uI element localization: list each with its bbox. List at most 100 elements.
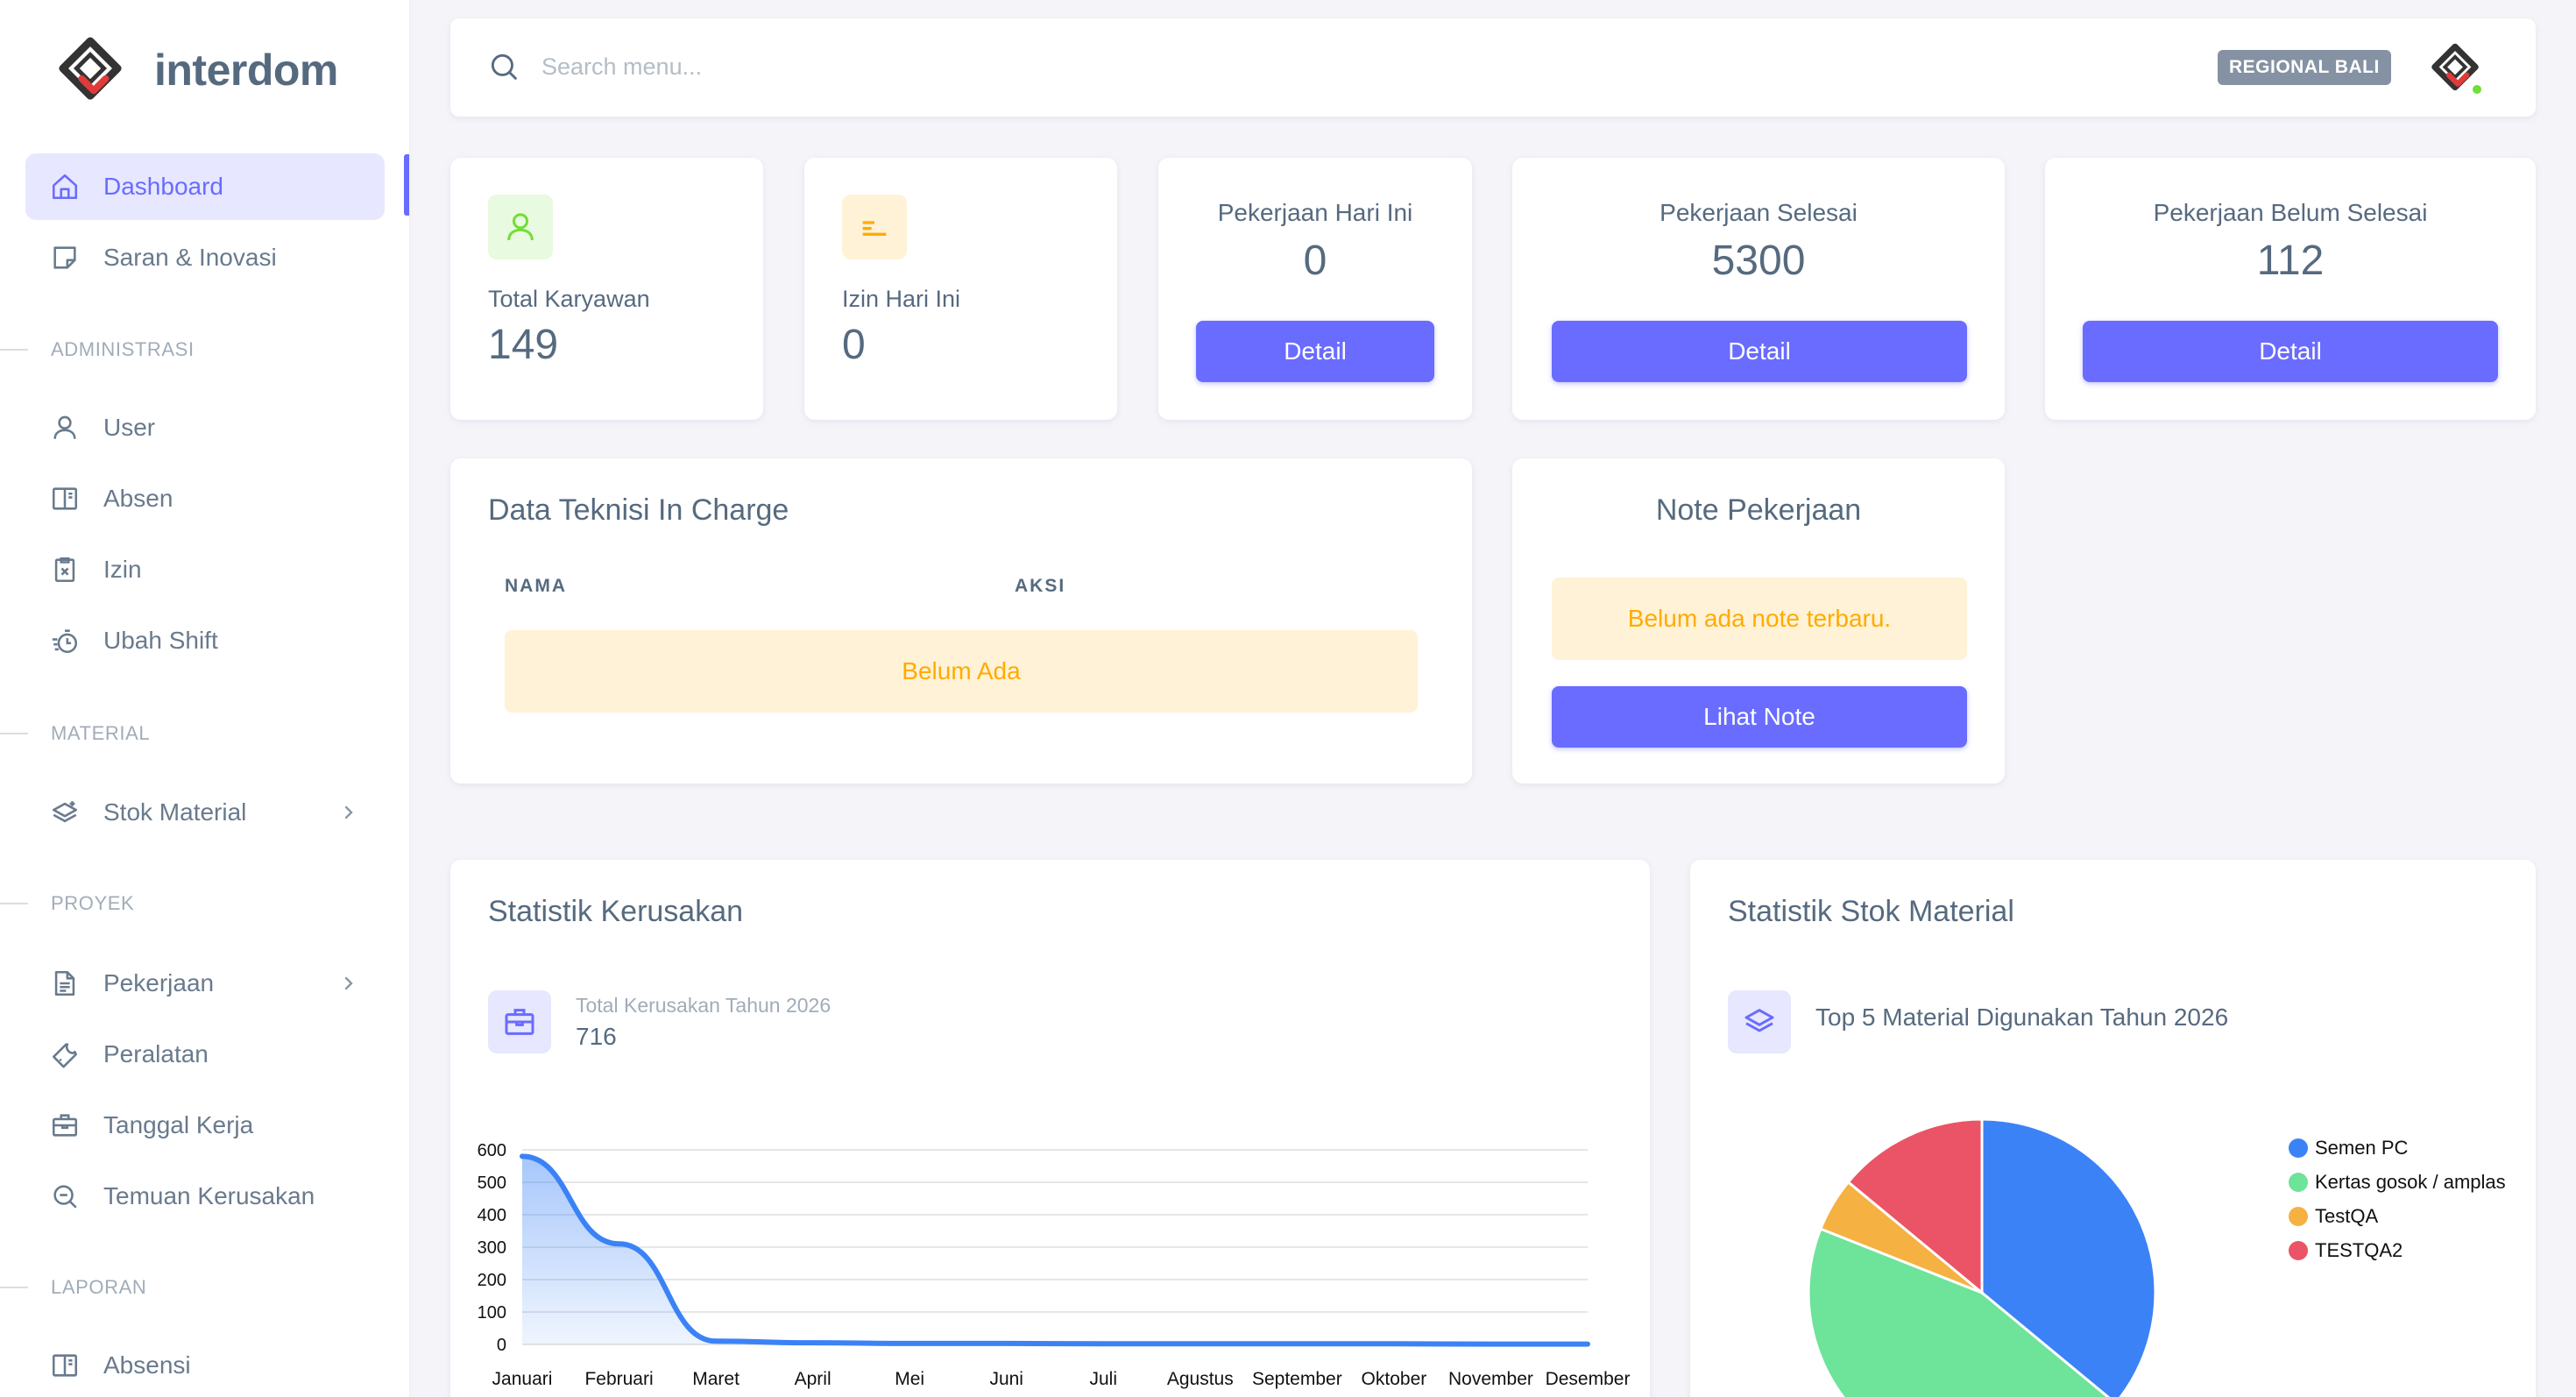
top-navbar: REGIONAL BALI — [450, 18, 2536, 117]
legend-item[interactable]: TestQA — [2289, 1199, 2506, 1233]
card-title: Note Pekerjaan — [1655, 493, 1862, 527]
legend-dot — [2289, 1206, 2308, 1226]
sidebar-item-label: Temuan Kerusakan — [103, 1182, 315, 1209]
sidebar-item-label: Absensi — [103, 1351, 191, 1379]
sidebar-item-label: Peralatan — [103, 1040, 209, 1067]
stopwatch-icon — [49, 625, 81, 656]
search-input[interactable] — [541, 45, 857, 89]
sidebar-item-label: User — [103, 414, 156, 441]
sidebar-item-absen[interactable]: Absen — [25, 465, 385, 532]
sidebar-item-peralatan[interactable]: Peralatan — [25, 1021, 385, 1088]
legend-item[interactable]: Semen PC — [2289, 1131, 2506, 1165]
chevron-right-icon — [344, 805, 353, 819]
job-card-value: 0 — [1303, 238, 1327, 284]
legend-dot — [2289, 1172, 2308, 1192]
file-icon — [49, 968, 81, 999]
briefcase-icon — [49, 1110, 81, 1141]
lihat-note-button[interactable]: Lihat Note — [1552, 686, 1967, 748]
sidebar-collapse-handle[interactable] — [404, 154, 409, 216]
user-icon — [49, 412, 81, 443]
sidebar-item-label: Izin — [103, 556, 142, 583]
card-title: Statistik Kerusakan — [488, 895, 744, 928]
region-badge: REGIONAL BALI — [2218, 50, 2391, 85]
card-statistik-kerusakan: Statistik Kerusakan Total Kerusakan Tahu… — [450, 860, 1650, 1397]
sidebar-item-label: Saran & Inovasi — [103, 244, 277, 271]
legend-item[interactable]: Kertas gosok / amplas — [2289, 1165, 2506, 1199]
wrench-icon — [49, 1039, 81, 1070]
note-icon — [49, 242, 81, 273]
book-icon — [49, 483, 81, 514]
sidebar-item-label: Dashboard — [103, 173, 223, 200]
search-icon[interactable] — [487, 50, 520, 83]
sidebar-item-stok-material[interactable]: Stok Material — [25, 779, 385, 846]
brand-name: interdom — [154, 46, 338, 95]
brand[interactable]: interdom — [56, 35, 338, 105]
detail-button[interactable]: Detail — [1552, 321, 1967, 382]
briefcase-icon — [488, 990, 551, 1053]
book-icon — [49, 1350, 81, 1381]
stat-label: Total Karyawan — [488, 286, 650, 312]
job-card-value: 112 — [2256, 238, 2325, 284]
layers-icon — [1728, 990, 1791, 1053]
brand-logo-icon — [59, 37, 122, 100]
sidebar-item-pekerjaan[interactable]: Pekerjaan — [25, 950, 385, 1017]
card-pekerjaan-hari-ini: Pekerjaan Hari Ini 0 Detail — [1158, 158, 1472, 420]
card-total-karyawan: Total Karyawan 149 — [450, 158, 763, 420]
card-izin-hari-ini: Izin Hari Ini 0 — [804, 158, 1117, 420]
sidebar-item-user[interactable]: User — [25, 394, 385, 461]
sidebar-item-label: Absen — [103, 485, 173, 512]
menu-header-proyek: PROYEK — [0, 890, 134, 917]
list-icon — [842, 195, 907, 259]
sidebar-item-label: Tanggal Kerja — [103, 1111, 254, 1138]
avatar-logo-icon — [2431, 43, 2479, 91]
search-icon — [49, 1181, 81, 1212]
clipboard-x-icon — [49, 554, 81, 585]
detail-button[interactable]: Detail — [1196, 321, 1434, 382]
job-card-title: Pekerjaan Hari Ini — [1217, 199, 1413, 226]
chart-total: 716 — [576, 1023, 617, 1050]
legend-dot — [2289, 1240, 2308, 1260]
chevron-right-icon — [344, 976, 353, 990]
detail-button[interactable]: Detail — [2083, 321, 2498, 382]
chart-subtitle: Total Kerusakan Tahun 2026 — [576, 994, 832, 1017]
avatar[interactable] — [2428, 41, 2484, 96]
stat-value: 0 — [842, 322, 866, 368]
sidebar-item-label: Ubah Shift — [103, 627, 218, 654]
card-statistik-stok: Statistik Stok Material Top 5 Material D… — [1690, 860, 2536, 1397]
job-card-value: 5300 — [1711, 238, 1806, 284]
sidebar-item-temuan-kerusakan[interactable]: Temuan Kerusakan — [25, 1163, 385, 1230]
stat-value: 149 — [488, 322, 559, 368]
user-icon — [488, 195, 553, 259]
card-title: Data Teknisi In Charge — [488, 493, 789, 527]
menu-header-laporan: LAPORAN — [0, 1274, 146, 1301]
card-title: Statistik Stok Material — [1728, 895, 2014, 928]
home-icon — [49, 171, 81, 202]
menu-header-material: MATERIAL — [0, 720, 150, 747]
sidebar-item-izin[interactable]: Izin — [25, 536, 385, 603]
menu-header-administrasi: ADMINISTRASI — [0, 337, 195, 363]
sidebar-item-saran[interactable]: Saran & Inovasi — [25, 224, 385, 291]
layers-icon — [49, 797, 81, 828]
sidebar-item-tanggal-kerja[interactable]: Tanggal Kerja — [25, 1092, 385, 1159]
card-pekerjaan-belum-selesai: Pekerjaan Belum Selesai 112 Detail — [2045, 158, 2536, 420]
job-card-title: Pekerjaan Selesai — [1660, 199, 1858, 226]
legend-item[interactable]: TESTQA2 — [2289, 1233, 2506, 1267]
sidebar-item-label: Pekerjaan — [103, 969, 215, 996]
pie-legend: Semen PC Kertas gosok / amplas TestQA TESTQ… — [2289, 1131, 2506, 1267]
legend-label: Kertas gosok / amplas — [2315, 1170, 2506, 1193]
sidebar-item-absensi[interactable]: Absensi — [25, 1332, 385, 1397]
legend-dot — [2289, 1138, 2308, 1158]
table-header-nama: NAMA — [505, 576, 567, 596]
empty-note-alert: Belum ada note terbaru. — [1552, 578, 1967, 660]
card-pekerjaan-selesai: Pekerjaan Selesai 5300 Detail — [1512, 158, 2005, 420]
legend-label: TESTQA2 — [2315, 1238, 2403, 1261]
sidebar-item-ubah-shift[interactable]: Ubah Shift — [25, 607, 385, 674]
chart-subtitle: Top 5 Material Digunakan Tahun 2026 — [1815, 1003, 2229, 1031]
legend-label: Semen PC — [2315, 1136, 2409, 1159]
card-data-teknisi: Data Teknisi In Charge NAMA AKSI Belum A… — [450, 458, 1472, 784]
sidebar-item-dashboard[interactable]: Dashboard — [25, 153, 385, 220]
online-status-dot — [2470, 82, 2484, 96]
card-note-pekerjaan: Note Pekerjaan Belum ada note terbaru. L… — [1512, 458, 2005, 784]
table-header-aksi: AKSI — [1015, 576, 1066, 596]
